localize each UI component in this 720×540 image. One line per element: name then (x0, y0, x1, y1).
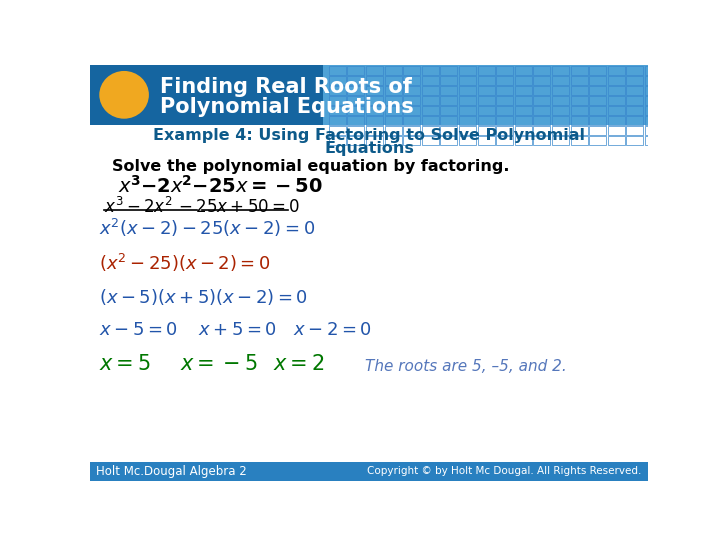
Text: The roots are 5, –5, and 2.: The roots are 5, –5, and 2. (365, 359, 567, 374)
FancyBboxPatch shape (323, 65, 648, 125)
Text: $\mathit{x}+5=0$: $\mathit{x}+5=0$ (199, 321, 277, 339)
FancyBboxPatch shape (90, 65, 648, 125)
Text: $\mathbf{\it{x}}^{\mathbf{3}}\mathbf{-2}{\mathbf{\it{x}}}^{\mathbf{2}}\mathbf{-2: $\mathbf{\it{x}}^{\mathbf{3}}\mathbf{-2}… (118, 175, 323, 197)
Text: Equations: Equations (324, 141, 414, 156)
Text: $\mathit{x}-2=0$: $\mathit{x}-2=0$ (293, 321, 372, 339)
Text: Copyright © by Holt Mc Dougal. All Rights Reserved.: Copyright © by Holt Mc Dougal. All Right… (367, 467, 642, 476)
Text: $(\mathit{x}-5)(\mathit{x}+5)(\mathit{x}-2)=0$: $(\mathit{x}-5)(\mathit{x}+5)(\mathit{x}… (99, 287, 308, 307)
FancyBboxPatch shape (90, 462, 648, 481)
Text: Polynomial Equations: Polynomial Equations (160, 97, 413, 117)
Text: $\mathit{x}=-5$: $\mathit{x}=-5$ (180, 354, 258, 374)
Text: $(\mathit{x}^{2}-25)(\mathit{x}-2)=0$: $(\mathit{x}^{2}-25)(\mathit{x}-2)=0$ (99, 252, 271, 274)
Text: $\mathit{x}-5=0$: $\mathit{x}-5=0$ (99, 321, 178, 339)
Text: $\mathit{x}=5$: $\mathit{x}=5$ (99, 354, 151, 374)
Text: $\mathit{x}^{3}-2\mathit{x}^{2}\,-25\mathit{x}+50=0$: $\mathit{x}^{3}-2\mathit{x}^{2}\,-25\mat… (104, 197, 300, 217)
Text: $\mathit{x}=2$: $\mathit{x}=2$ (273, 354, 325, 374)
Text: Solve the polynomial equation by factoring.: Solve the polynomial equation by factori… (112, 159, 509, 174)
Ellipse shape (99, 71, 149, 119)
Text: Holt Mc.Dougal Algebra 2: Holt Mc.Dougal Algebra 2 (96, 465, 247, 478)
Text: $\mathit{x}^{2}(\mathit{x}-2)-25(\mathit{x}-2)=0$: $\mathit{x}^{2}(\mathit{x}-2)-25(\mathit… (99, 217, 315, 239)
Text: Example 4: Using Factoring to Solve Polynomial: Example 4: Using Factoring to Solve Poly… (153, 128, 585, 143)
Text: Finding Real Roots of: Finding Real Roots of (160, 77, 412, 97)
